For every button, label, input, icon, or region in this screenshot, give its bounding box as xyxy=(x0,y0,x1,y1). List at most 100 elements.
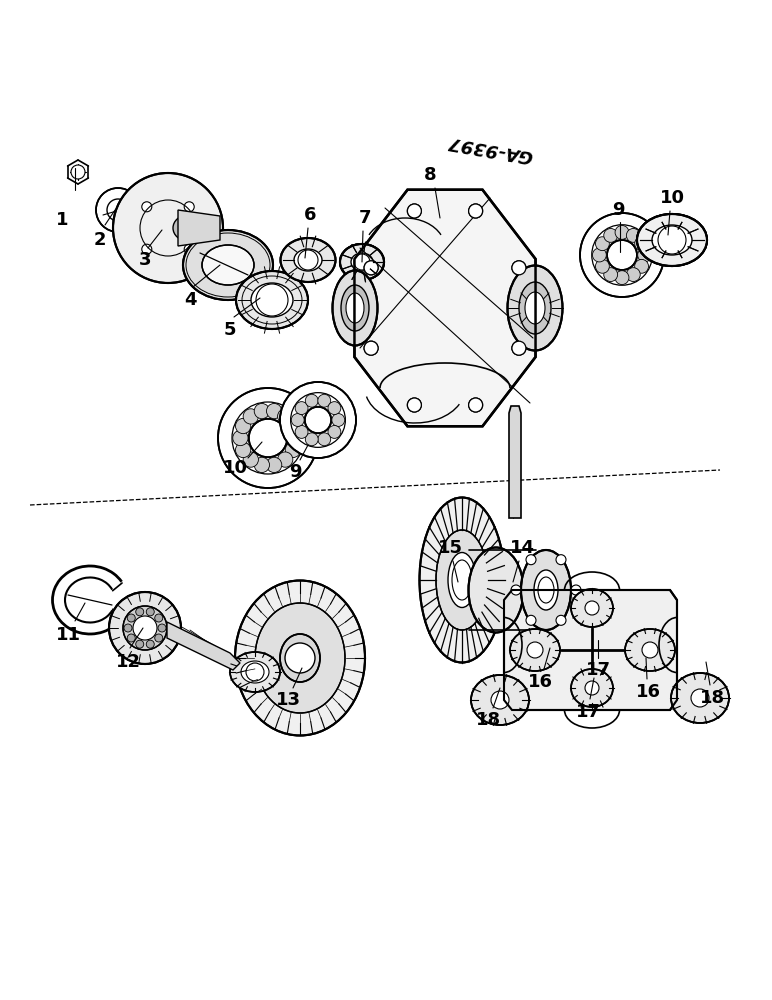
Text: 6: 6 xyxy=(303,206,317,224)
Circle shape xyxy=(318,394,330,407)
Ellipse shape xyxy=(230,652,280,692)
Text: 9: 9 xyxy=(611,201,625,219)
Circle shape xyxy=(491,691,509,709)
Ellipse shape xyxy=(652,225,692,255)
Circle shape xyxy=(526,615,536,625)
Text: 18: 18 xyxy=(476,711,500,729)
Circle shape xyxy=(254,457,269,473)
Circle shape xyxy=(254,403,269,419)
Ellipse shape xyxy=(637,214,707,266)
Ellipse shape xyxy=(448,552,476,607)
Text: 5: 5 xyxy=(224,321,236,339)
Circle shape xyxy=(243,409,259,424)
Circle shape xyxy=(185,202,195,212)
Circle shape xyxy=(291,414,304,426)
Circle shape xyxy=(527,642,543,658)
Circle shape xyxy=(235,418,251,434)
Circle shape xyxy=(249,419,287,457)
Circle shape xyxy=(305,433,318,446)
Circle shape xyxy=(233,430,248,446)
Circle shape xyxy=(635,259,648,273)
Circle shape xyxy=(142,202,152,212)
Circle shape xyxy=(354,254,370,270)
Circle shape xyxy=(285,418,300,434)
Circle shape xyxy=(127,634,135,642)
Text: 13: 13 xyxy=(276,691,300,709)
Ellipse shape xyxy=(241,661,269,683)
Text: 15: 15 xyxy=(438,539,462,557)
Circle shape xyxy=(280,382,356,458)
Circle shape xyxy=(364,261,378,275)
Circle shape xyxy=(635,237,648,251)
Ellipse shape xyxy=(340,244,384,280)
Polygon shape xyxy=(509,406,521,518)
Circle shape xyxy=(146,640,154,648)
Circle shape xyxy=(243,452,259,467)
Circle shape xyxy=(295,425,308,438)
Circle shape xyxy=(298,250,318,270)
Circle shape xyxy=(185,244,195,254)
Circle shape xyxy=(658,226,686,254)
Circle shape xyxy=(511,585,521,595)
Circle shape xyxy=(469,398,482,412)
Ellipse shape xyxy=(571,589,613,627)
Circle shape xyxy=(408,204,422,218)
Polygon shape xyxy=(167,622,240,670)
Ellipse shape xyxy=(179,221,197,235)
Circle shape xyxy=(218,388,318,488)
Circle shape xyxy=(288,430,303,446)
Ellipse shape xyxy=(340,244,384,280)
Ellipse shape xyxy=(280,634,320,682)
Text: 9: 9 xyxy=(289,463,301,481)
Circle shape xyxy=(364,341,378,355)
Text: 8: 8 xyxy=(424,166,436,184)
Circle shape xyxy=(295,402,308,415)
Circle shape xyxy=(318,433,330,446)
Text: 12: 12 xyxy=(116,653,141,671)
Circle shape xyxy=(526,555,536,565)
Circle shape xyxy=(71,165,85,179)
Ellipse shape xyxy=(333,270,378,346)
Circle shape xyxy=(136,608,144,616)
Circle shape xyxy=(142,244,152,254)
Text: 14: 14 xyxy=(510,539,534,557)
Ellipse shape xyxy=(538,577,554,603)
Circle shape xyxy=(512,341,526,355)
Ellipse shape xyxy=(351,253,373,271)
Circle shape xyxy=(571,585,581,595)
Circle shape xyxy=(592,248,606,262)
Circle shape xyxy=(154,634,163,642)
Circle shape xyxy=(626,268,640,282)
Circle shape xyxy=(638,248,652,262)
Circle shape xyxy=(305,407,331,433)
Circle shape xyxy=(158,624,166,632)
Ellipse shape xyxy=(658,224,703,256)
Circle shape xyxy=(604,228,618,242)
Ellipse shape xyxy=(525,292,545,324)
Ellipse shape xyxy=(346,293,364,323)
Circle shape xyxy=(408,398,422,412)
Text: 2: 2 xyxy=(93,231,107,249)
Circle shape xyxy=(607,240,637,270)
Circle shape xyxy=(604,268,618,282)
Text: 10: 10 xyxy=(659,189,685,207)
Circle shape xyxy=(266,403,282,419)
Circle shape xyxy=(127,614,135,622)
Circle shape xyxy=(146,608,154,616)
Circle shape xyxy=(512,341,526,355)
Circle shape xyxy=(154,614,163,622)
Ellipse shape xyxy=(235,580,365,736)
Polygon shape xyxy=(354,190,536,426)
Text: GA-9397: GA-9397 xyxy=(446,132,534,164)
Circle shape xyxy=(96,188,140,232)
Circle shape xyxy=(235,442,251,458)
Ellipse shape xyxy=(236,271,308,329)
Ellipse shape xyxy=(183,230,273,300)
Circle shape xyxy=(354,254,370,270)
Ellipse shape xyxy=(521,562,551,617)
Circle shape xyxy=(285,442,300,458)
Ellipse shape xyxy=(637,214,707,266)
Circle shape xyxy=(642,642,658,658)
Ellipse shape xyxy=(519,282,551,334)
Ellipse shape xyxy=(251,283,293,317)
